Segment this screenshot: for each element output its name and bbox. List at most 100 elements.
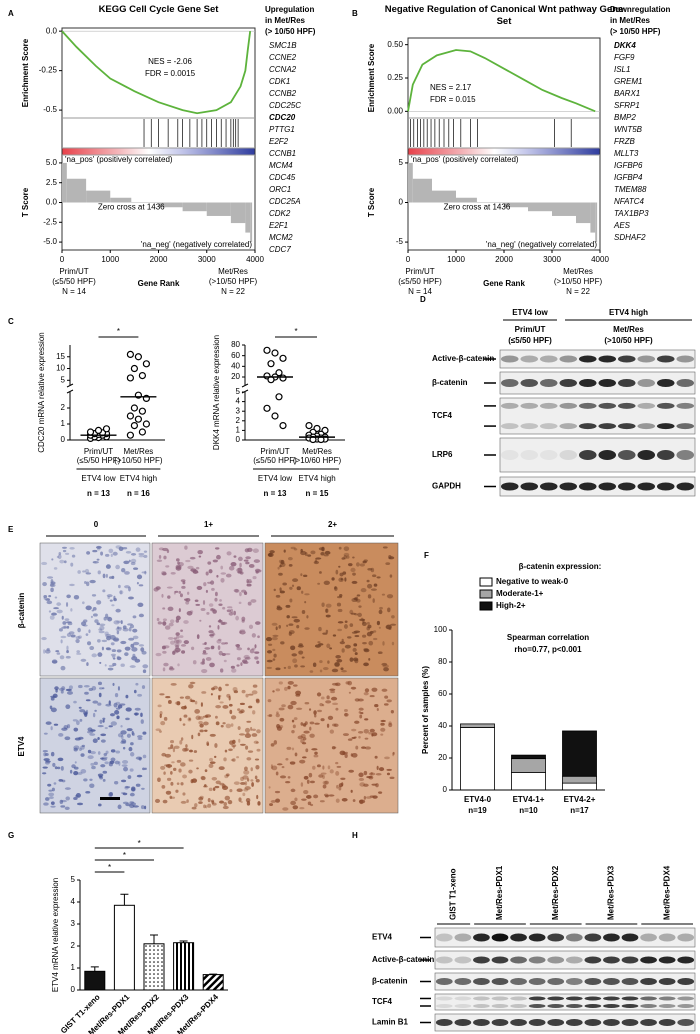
- ihc-texture: [328, 794, 335, 797]
- blot-band: [677, 956, 695, 964]
- data-point: [86, 428, 95, 436]
- blot-band: [473, 1019, 490, 1026]
- ihc-texture: [314, 714, 317, 718]
- ihc-texture: [120, 640, 127, 645]
- ihc-texture: [343, 624, 348, 629]
- ihc-texture: [318, 626, 322, 632]
- ihc-texture: [229, 789, 233, 793]
- ihc-texture: [295, 690, 302, 696]
- ihc-texture: [76, 771, 83, 775]
- ihc-texture: [85, 633, 89, 637]
- blot-strip: [434, 972, 696, 991]
- ihc-texture: [159, 730, 162, 733]
- blot-band: [435, 1004, 453, 1008]
- ihc-texture: [380, 719, 386, 723]
- x-axis-label: Gene Rank: [138, 279, 180, 288]
- blot-band: [617, 402, 636, 409]
- ihc-texture: [101, 756, 108, 760]
- ihc-texture: [154, 798, 161, 804]
- ihc-texture: [389, 776, 395, 780]
- n-label: n=17: [570, 806, 589, 815]
- ihc-texture: [204, 714, 212, 718]
- ihc-texture: [109, 760, 115, 765]
- ihc-texture: [129, 665, 136, 668]
- group-label: ETV4 high: [120, 474, 157, 483]
- data-point: [275, 369, 283, 377]
- ihc-texture: [201, 661, 205, 665]
- gene-name: E2F2: [269, 137, 289, 146]
- blot-band: [565, 1019, 583, 1026]
- y-tick-label: 3: [236, 406, 241, 415]
- ihc-texture: [143, 550, 148, 553]
- ihc-texture: [319, 800, 325, 803]
- ihc-texture: [240, 781, 246, 785]
- ihc-texture: [205, 656, 212, 661]
- row-label: Lamin B1: [372, 1018, 409, 1027]
- blot-band: [658, 1019, 676, 1026]
- ihc-texture: [46, 647, 50, 652]
- bar-segment: [562, 730, 597, 777]
- ihc-texture: [110, 713, 115, 717]
- ihc-texture: [181, 585, 186, 589]
- ihc-texture: [335, 707, 339, 711]
- ihc-texture: [218, 603, 223, 607]
- ihc-texture: [103, 752, 108, 756]
- x-tick-label: 2000: [495, 255, 513, 264]
- x-tick-label: 3000: [543, 255, 561, 264]
- ihc-texture: [251, 728, 257, 731]
- ihc-texture: [210, 693, 213, 696]
- ihc-texture: [141, 685, 146, 689]
- ihc-texture: [217, 645, 221, 651]
- y-tick-label: 100: [434, 625, 448, 634]
- blot-band: [491, 1019, 509, 1026]
- ihc-texture: [140, 719, 144, 724]
- ihc-texture: [170, 781, 174, 786]
- ihc-texture: [165, 696, 171, 699]
- scale-bar: [100, 797, 120, 800]
- ihc-texture: [329, 729, 335, 734]
- group-label: Prim/UT: [59, 267, 88, 276]
- ihc-texture: [347, 563, 353, 567]
- blot-band: [539, 423, 558, 430]
- blot-band: [621, 978, 639, 985]
- blot-band: [539, 379, 558, 387]
- ihc-texture: [218, 695, 221, 700]
- ihc-texture: [193, 750, 198, 753]
- blot-band: [510, 1019, 527, 1026]
- data-point: [126, 431, 134, 439]
- ihc-texture: [388, 721, 392, 725]
- blot-band: [603, 978, 620, 985]
- bar-segment: [460, 723, 495, 728]
- ihc-texture: [196, 585, 203, 591]
- ihc-texture: [172, 747, 176, 753]
- ihc-texture: [79, 718, 83, 722]
- ihc-texture: [116, 715, 120, 720]
- legend-swatch: [479, 601, 493, 611]
- ihc-texture: [240, 709, 245, 714]
- ihc-texture: [236, 756, 240, 759]
- ihc-texture: [123, 766, 129, 772]
- ihc-texture: [245, 745, 249, 750]
- ihc-texture: [125, 694, 129, 699]
- ihc-texture: [91, 685, 97, 691]
- ihc-texture: [355, 745, 359, 750]
- blot-band: [510, 996, 527, 1001]
- ihc-texture: [138, 644, 145, 647]
- ihc-texture: [219, 618, 222, 623]
- ihc-texture: [212, 685, 218, 690]
- blot-band: [677, 1019, 695, 1026]
- ihc-texture: [132, 628, 138, 633]
- error-bar: [179, 940, 188, 943]
- ihc-texture: [229, 740, 234, 745]
- ihc-texture: [177, 561, 180, 565]
- ihc-texture: [221, 642, 226, 645]
- ihc-texture: [78, 684, 83, 689]
- ihc-texture: [384, 756, 390, 760]
- ihc-texture: [287, 665, 291, 670]
- ihc-texture: [105, 750, 109, 754]
- ihc-texture: [331, 746, 336, 750]
- ihc-texture: [346, 555, 350, 559]
- ihc-texture: [239, 571, 244, 575]
- ihc-texture: [142, 669, 147, 674]
- ihc-texture: [322, 765, 325, 770]
